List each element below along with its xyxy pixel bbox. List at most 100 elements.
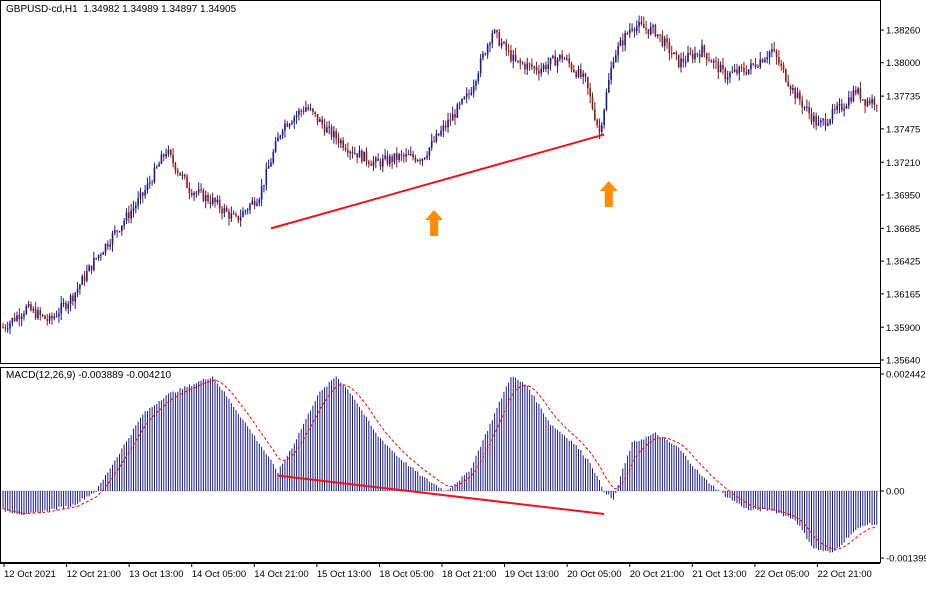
candle [766, 51, 769, 64]
candle [575, 70, 577, 79]
macd-trendline[interactable] [277, 474, 605, 515]
candle [123, 218, 125, 230]
candle [682, 51, 685, 68]
candle [363, 151, 365, 162]
candle [533, 65, 536, 74]
candle [645, 20, 647, 35]
candle [465, 87, 468, 104]
candle [757, 64, 759, 69]
candle [183, 173, 186, 180]
macd-pane[interactable] [0, 367, 881, 563]
candle [584, 72, 587, 83]
candle [225, 205, 228, 213]
candle [102, 251, 104, 255]
candle [820, 117, 822, 128]
candle [118, 230, 121, 233]
candle [782, 61, 785, 74]
candle [822, 117, 824, 126]
candle [305, 100, 307, 113]
candle [58, 307, 60, 323]
candle [25, 304, 28, 316]
candle [521, 60, 524, 66]
candle [566, 54, 568, 61]
candle [687, 45, 689, 63]
candle [44, 314, 46, 320]
candle [608, 72, 610, 94]
up-arrow-icon[interactable] [425, 210, 444, 236]
candle [810, 107, 813, 125]
candle [407, 149, 410, 156]
candle [179, 172, 181, 176]
candle [573, 64, 575, 73]
candle [589, 82, 591, 104]
time-scale[interactable]: 12 Oct 2021 12 Oct 21:00 13 Oct 13:00 14 Oc… [3, 563, 872, 580]
up-arrow-icon[interactable] [599, 181, 618, 208]
candle [337, 132, 340, 148]
candle [256, 198, 258, 207]
candle [414, 154, 417, 164]
candle [866, 97, 869, 108]
candle [258, 197, 261, 207]
candle [121, 225, 123, 236]
candle [764, 56, 766, 63]
price-tick-label: 1.37475 [886, 124, 920, 135]
candle [514, 47, 517, 63]
candle [344, 144, 347, 152]
candle [603, 108, 605, 129]
candle [461, 98, 463, 106]
candle [498, 29, 501, 47]
macd-header: MACD(12,26,9) -0.003889 -0.004210 [6, 370, 171, 381]
candle [442, 120, 445, 138]
price-tick-label: 1.38000 [886, 58, 920, 69]
price-trendline[interactable] [270, 133, 605, 230]
candle [95, 257, 97, 261]
candle [626, 31, 629, 36]
candle [433, 135, 435, 143]
candle [51, 312, 53, 325]
candle [596, 118, 598, 128]
candle [267, 159, 270, 169]
candle [426, 151, 428, 161]
candle [251, 197, 254, 205]
price-pane[interactable] [0, 0, 881, 364]
candle [633, 27, 636, 38]
candle [18, 308, 21, 327]
candle [754, 57, 757, 70]
candle [361, 149, 363, 164]
price-tick-label: 1.35640 [886, 356, 920, 367]
candle [859, 81, 862, 103]
macd-indicator-values: -0.003889 -0.004210 [78, 370, 172, 381]
candle [710, 59, 713, 63]
candle [330, 124, 333, 140]
price-tick-label: 1.37210 [886, 158, 920, 169]
candle [107, 240, 109, 250]
candle [673, 52, 675, 55]
candle [458, 101, 461, 110]
candle [489, 41, 491, 53]
candle [293, 114, 296, 129]
candle [472, 79, 475, 98]
candle [302, 106, 305, 115]
candle [621, 33, 624, 52]
candle [794, 86, 796, 105]
candle [815, 112, 817, 131]
candle [109, 238, 111, 251]
candle [635, 20, 638, 36]
ohlc-values: 1.34982 1.34989 1.34897 1.34905 [83, 4, 237, 15]
candle [381, 154, 384, 173]
price-scale[interactable]: 1.38260 1.38000 1.37735 1.37475 1.37210 1.369… [880, 26, 920, 367]
candle [519, 57, 522, 70]
candle [137, 191, 139, 210]
candle [186, 173, 188, 189]
candle [617, 42, 619, 63]
candle [535, 61, 538, 75]
macd-scale[interactable]: 0.002442 0.00 -0.001399 [880, 370, 926, 565]
price-tick-label: 1.36165 [886, 289, 920, 300]
candle [510, 44, 512, 64]
candle [202, 188, 205, 202]
candle [680, 52, 682, 73]
candle [316, 113, 319, 126]
candle [610, 61, 612, 85]
